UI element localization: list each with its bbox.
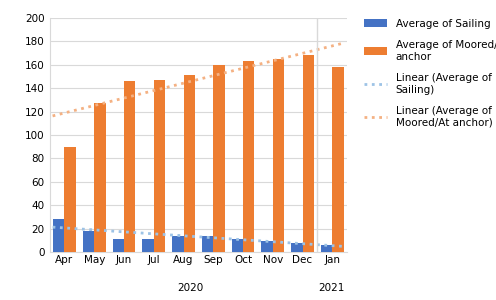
Bar: [184, 75, 195, 252]
Bar: [53, 219, 64, 252]
Bar: [202, 236, 213, 252]
Bar: [261, 242, 273, 252]
Bar: [64, 147, 76, 252]
Bar: [172, 236, 184, 252]
Bar: [94, 103, 106, 252]
Bar: [303, 56, 314, 252]
Text: 2020: 2020: [178, 283, 204, 293]
Bar: [291, 243, 303, 252]
Legend: Average of Sailing, Average of Moored/At
anchor, Linear (Average of
Sailing), Li: Average of Sailing, Average of Moored/At…: [365, 19, 496, 128]
Bar: [332, 67, 344, 252]
Bar: [232, 239, 243, 252]
Bar: [243, 61, 254, 252]
Text: 2021: 2021: [318, 283, 345, 293]
Bar: [83, 231, 94, 252]
Bar: [154, 80, 165, 252]
Bar: [142, 239, 154, 252]
Bar: [273, 59, 284, 252]
Bar: [113, 239, 124, 252]
Bar: [321, 245, 332, 252]
Bar: [213, 65, 225, 252]
Bar: [124, 81, 135, 252]
